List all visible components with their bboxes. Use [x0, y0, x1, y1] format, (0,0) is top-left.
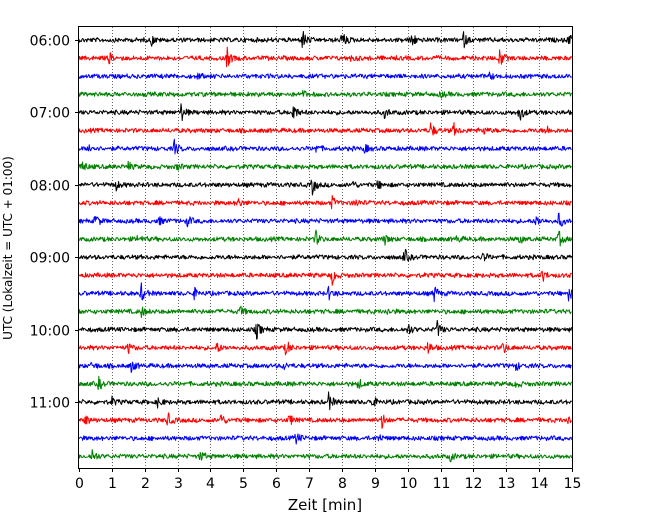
trace-line [78, 412, 573, 429]
trace-line [78, 138, 572, 155]
trace-line [78, 270, 572, 286]
trace-line [78, 433, 573, 445]
y-tick-label: 07:00 [30, 106, 70, 122]
trace-line [78, 391, 572, 411]
x-tick-label: 9 [371, 476, 380, 492]
trace-line [78, 31, 573, 49]
x-tick-label: 3 [174, 476, 183, 492]
x-axis-label: Zeit [min] [288, 496, 362, 514]
trace-line [78, 361, 572, 373]
trace-line [78, 212, 573, 228]
trace-line [78, 160, 572, 171]
x-tick-label: 10 [400, 476, 418, 492]
y-axis-label: UTC (Lokalzeit = UTC + 01:00) [1, 156, 15, 340]
trace-line [78, 229, 573, 247]
y-tick-label: 10:00 [30, 324, 70, 340]
x-tick-label: 11 [433, 476, 451, 492]
trace-line [78, 89, 573, 99]
trace-line [78, 122, 573, 136]
x-tick-label: 13 [498, 476, 516, 492]
x-tick-label: 5 [239, 476, 248, 492]
trace-line [78, 305, 572, 319]
x-axis: 0 1 2 3 4 5 6 7 8 9 10 11 12 13 14 15 [75, 468, 581, 492]
x-tick-label: 15 [564, 476, 582, 492]
trace-line [78, 282, 573, 303]
trace-line [78, 319, 573, 340]
y-tick-label: 06:00 [30, 34, 70, 50]
trace-line [78, 449, 573, 463]
x-tick-label: 1 [108, 476, 117, 492]
trace-line [78, 179, 572, 196]
x-tick-label: 14 [531, 476, 549, 492]
y-tick-label: 08:00 [30, 179, 70, 195]
x-tick-label: 4 [206, 476, 215, 492]
x-tick-label: 12 [465, 476, 483, 492]
trace-line [78, 71, 572, 80]
x-tick-label: 7 [305, 476, 314, 492]
trace-line [78, 341, 572, 356]
trace-line [78, 46, 573, 68]
y-tick-label: 11:00 [30, 396, 70, 412]
x-tick-label: 2 [141, 476, 150, 492]
trace-line [78, 103, 573, 122]
x-tick-label: 0 [75, 476, 84, 492]
y-tick-label: 09:00 [30, 251, 70, 267]
plot-frame [78, 26, 573, 469]
trace-line [78, 248, 573, 262]
y-axis: 06:00 07:00 08:00 09:00 10:00 11:00 [30, 34, 79, 412]
x-tick-label: 6 [272, 476, 281, 492]
x-tick-label: 8 [338, 476, 347, 492]
trace-group [78, 31, 573, 463]
trace-line [78, 195, 572, 210]
trace-line [78, 375, 573, 391]
